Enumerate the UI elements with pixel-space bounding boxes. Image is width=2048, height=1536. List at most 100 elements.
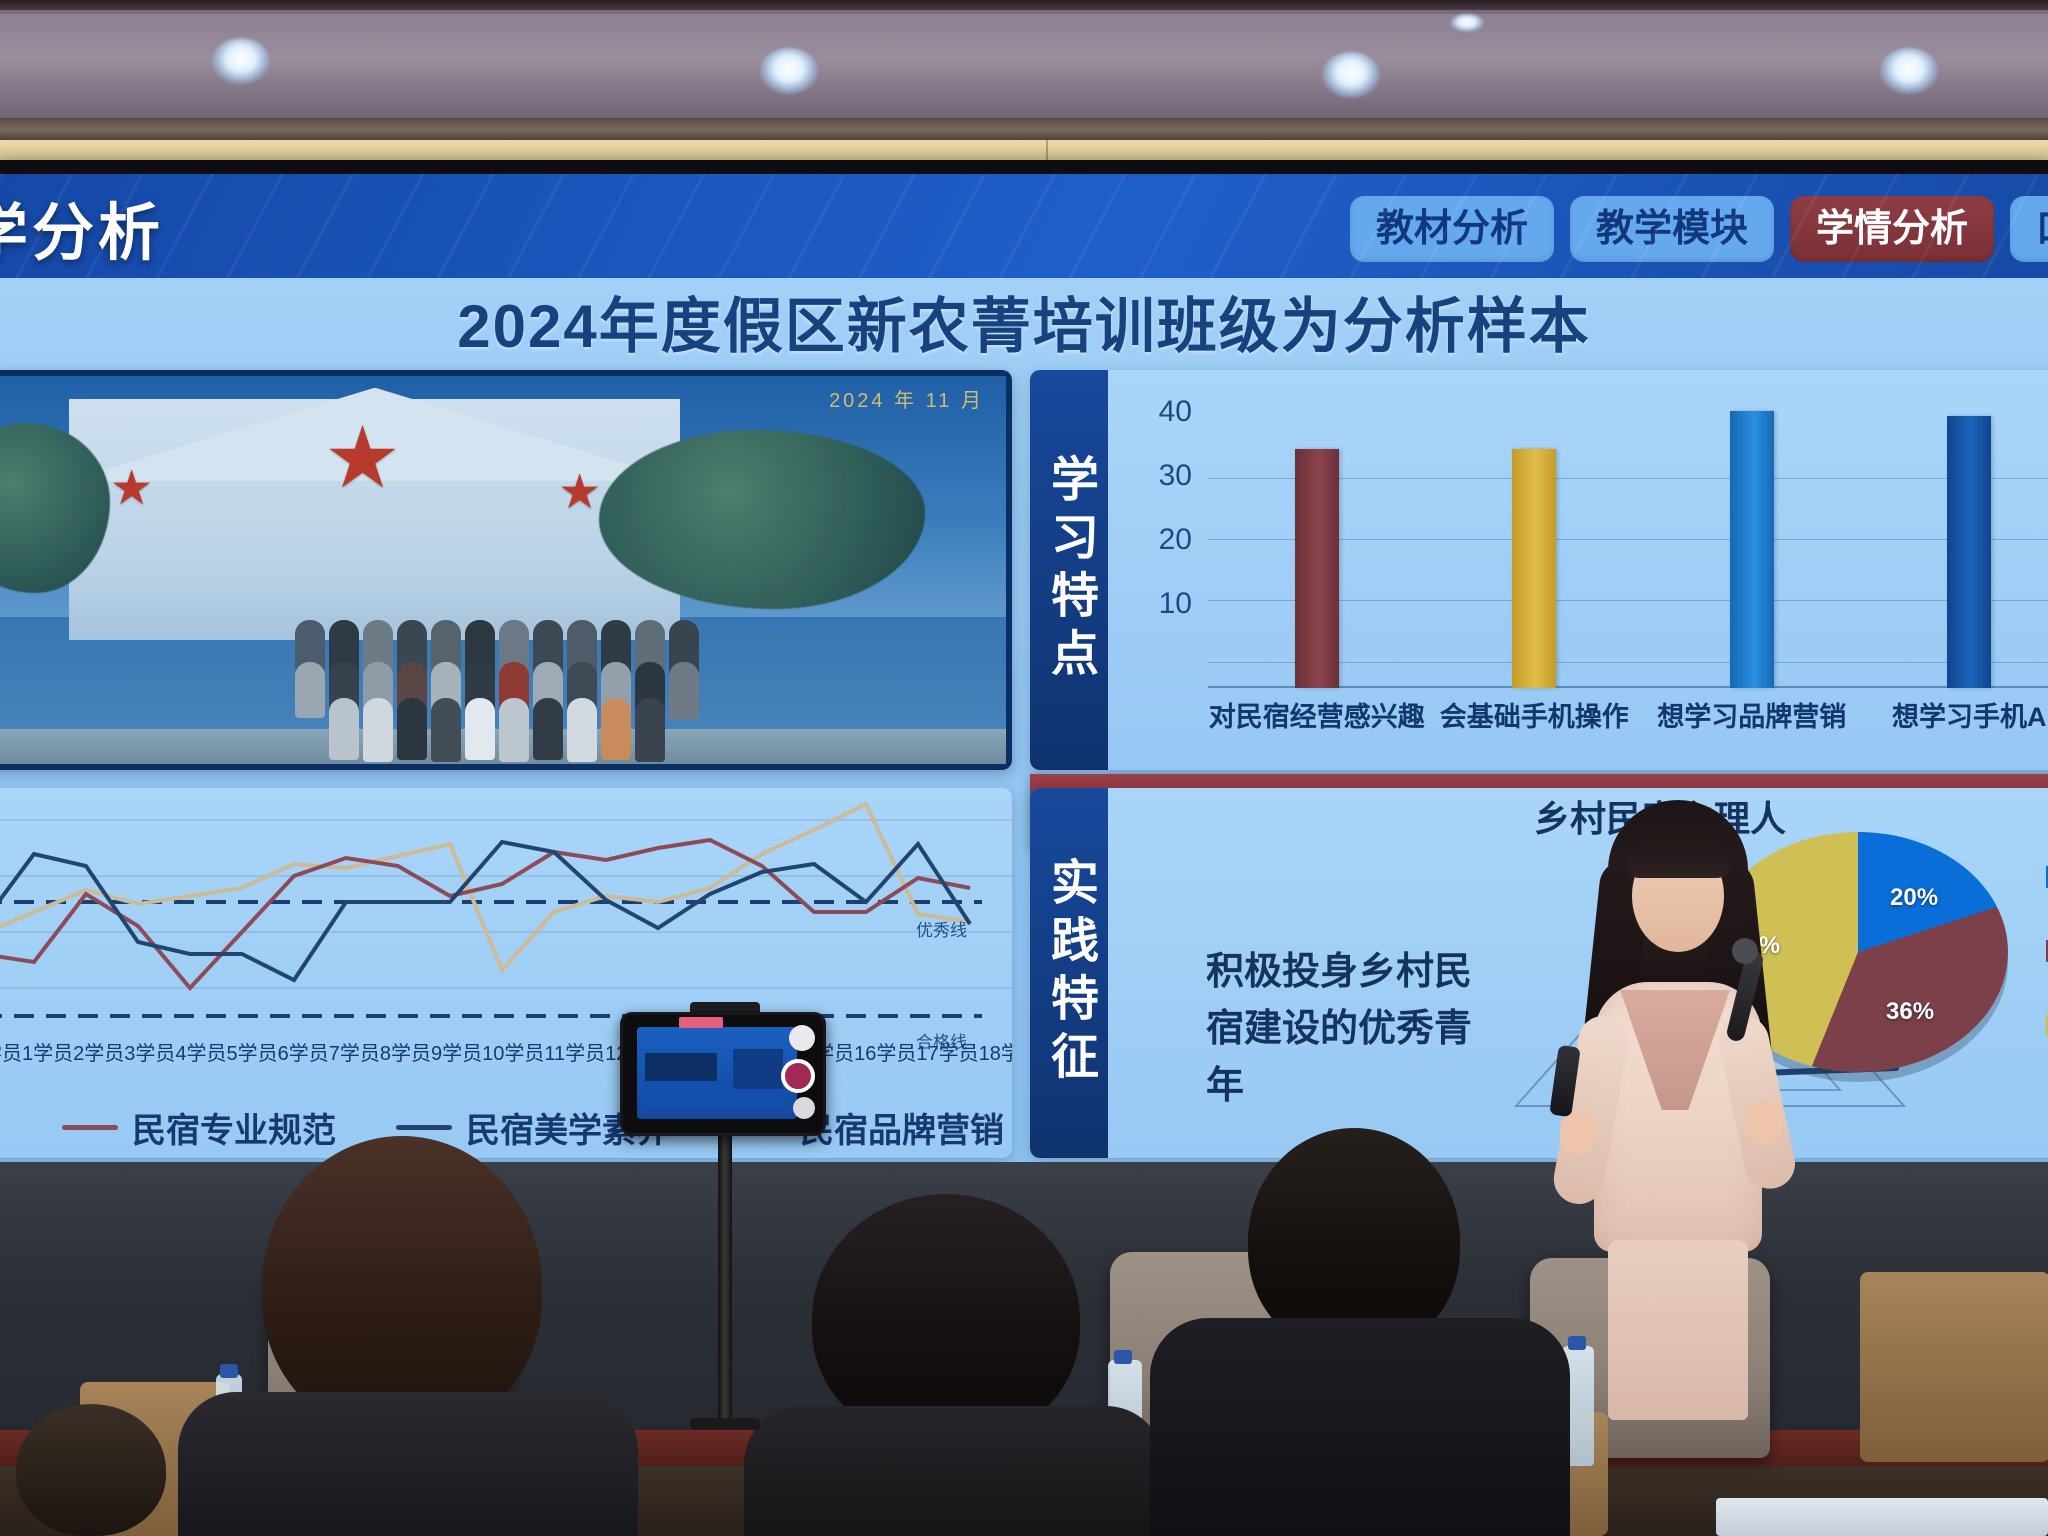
bar-chart-baseline (1208, 686, 2048, 688)
practice-side-label: 实践特征 (1030, 788, 1108, 1158)
ceiling-strip (0, 0, 2048, 10)
y-tick: 10 (1158, 587, 1192, 620)
learning-traits-side-label: 学习特点 (1030, 370, 1108, 770)
person (431, 698, 461, 762)
x-label: 学员3 (84, 1043, 136, 1065)
phone-mode-button[interactable] (793, 1097, 815, 1119)
bar-chart: 40 30 20 10 (1126, 380, 2048, 762)
bar-x-label-3: 想学习手机A (1892, 702, 2047, 732)
presenter-bangs (1626, 834, 1730, 878)
tripod-pole (718, 1040, 732, 1430)
bar-chart-y-axis: 40 30 20 10 (1126, 395, 1196, 664)
pie-legend-swatch-blue (2046, 866, 2048, 888)
practice-body-text: 积极投身乡村民宿建设的优秀青年 (1206, 951, 1473, 1107)
line-chart-legend: 民宿专业规范 民宿美学素养 民宿品牌营销 (62, 1103, 1004, 1152)
slide-header-band: 学分析 教材分析 教学模块 学情分析 口 (0, 174, 2048, 278)
pie-label-blue: 20% (1890, 884, 1939, 911)
audience-shoulders (178, 1392, 638, 1536)
x-label: 学员12 (565, 1043, 628, 1065)
person (295, 662, 325, 718)
phone-record-button[interactable] (781, 1059, 815, 1093)
group-photo-panel: ★ ★ ★ (0, 370, 1012, 770)
audience-head (812, 1194, 1080, 1444)
table-surface (1716, 1498, 2048, 1536)
presenter-right-hand (1746, 1100, 1782, 1144)
gridline (1208, 661, 2048, 663)
x-label: 学员19 (1000, 1043, 1012, 1065)
slide-tab-bar: 教材分析 教学模块 学情分析 口 (1349, 196, 2048, 263)
x-label: 学员8 (339, 1043, 391, 1065)
ceiling-lip (0, 118, 2048, 144)
photo-tree (598, 430, 925, 609)
bar-2 (1729, 410, 1774, 688)
bar-column (1643, 396, 1861, 688)
legend-label-0: 民宿专业规范 (132, 1112, 336, 1150)
learning-traits-panel: 学习特点 40 30 20 10 (1030, 370, 2048, 770)
crowd-row (0, 698, 1006, 762)
chair-wood-trim (1860, 1272, 2048, 1462)
x-label: 学员5 (186, 1043, 238, 1065)
legend-label-2: 民宿品牌营销 (800, 1112, 1004, 1150)
person (499, 698, 529, 762)
bar-chart-x-labels: 对民宿经营感兴趣 会基础手机操作 想学习品牌营销 想学习手机A (1208, 695, 2048, 734)
line-chart-x-labels: 学员1 学员2 学员3 学员4 学员5 学员6 学员7 学员8 学员9 学员10… (0, 1037, 1012, 1066)
practice-side-text: 实践特征 (1043, 857, 1096, 1089)
red-star-icon: ★ (323, 409, 402, 506)
bottle-cap (1114, 1350, 1132, 1364)
y-tick: 40 (1158, 395, 1192, 428)
pie-label-maroon: 36% (1886, 998, 1935, 1025)
person (669, 662, 699, 720)
recording-indicator (679, 1017, 723, 1028)
gridline (1208, 600, 2048, 602)
bottle-cap (220, 1364, 238, 1378)
phone-screen[interactable] (637, 1027, 797, 1119)
person (329, 698, 359, 760)
bar-series (1208, 396, 2048, 688)
audience-head (16, 1404, 166, 1536)
bar-x-label-1: 会基础手机操作 (1439, 702, 1629, 732)
x-label: 学员4 (135, 1043, 187, 1065)
downlight-icon (1450, 14, 1484, 32)
legend-swatch-maroon (62, 1125, 118, 1130)
x-label: 学员6 (237, 1043, 289, 1065)
audience-head (262, 1136, 542, 1436)
pie-legend-item-2 (2046, 1014, 2048, 1036)
x-label: 学员9 (391, 1043, 443, 1065)
recording-phone[interactable] (620, 1012, 826, 1136)
x-label: 学员17 (876, 1043, 939, 1065)
practice-panel: 实践特征 乡村民宿主理人 积极投身乡村民宿建设的优秀青年 15 10 5 0 2… (1030, 788, 2048, 1158)
person (363, 698, 393, 762)
bar-column (1861, 396, 2048, 688)
downlight-icon (1880, 48, 1938, 94)
tab-partial-right[interactable]: 口 (2009, 196, 2048, 263)
reference-line-label-pass: 合格线 (916, 1033, 967, 1052)
tab-xueqing-fenxi[interactable]: 学情分析 (1789, 196, 1994, 263)
tripod-foot (690, 1418, 760, 1430)
tab-jiaoxue-mokuai[interactable]: 教学模块 (1569, 196, 1774, 263)
microphone-head-icon (1732, 938, 1758, 964)
slide-header-title: 学分析 (0, 199, 165, 268)
learning-traits-side-text: 学习特点 (1043, 454, 1096, 686)
pie-legend-swatch-maroon (2046, 940, 2048, 962)
presenter-left-hand (1560, 1110, 1596, 1154)
red-star-icon: ★ (558, 466, 602, 520)
presenter-skirt (1608, 1240, 1748, 1420)
tab-jiaocai-fenxi[interactable]: 教材分析 (1349, 196, 1554, 263)
x-label: 学员16 (814, 1043, 877, 1065)
pie-legend-swatch-yellow (2046, 1014, 2048, 1036)
audience-shoulders (744, 1406, 1164, 1536)
person (601, 698, 631, 760)
y-tick: 30 (1158, 459, 1192, 492)
person (533, 698, 563, 760)
bar-x-label-2: 想学习品牌营销 (1657, 702, 1847, 732)
bar-chart-plot (1208, 396, 2048, 688)
x-label: 学员7 (288, 1043, 340, 1065)
line-chart: 优秀线 合格线 学员1 学员2 学员3 学员4 学员5 学员6 学员7 学员8 … (0, 788, 1012, 1158)
red-star-icon: ★ (110, 462, 154, 516)
bar-1 (1512, 448, 1557, 688)
reference-line-label-excellent: 优秀线 (916, 921, 967, 940)
slide-title: 2024年度假区新农菁培训班级为分析样本 (457, 293, 1591, 360)
bottle-cap (1568, 1336, 1586, 1350)
phone-shutter-button[interactable] (789, 1025, 815, 1051)
